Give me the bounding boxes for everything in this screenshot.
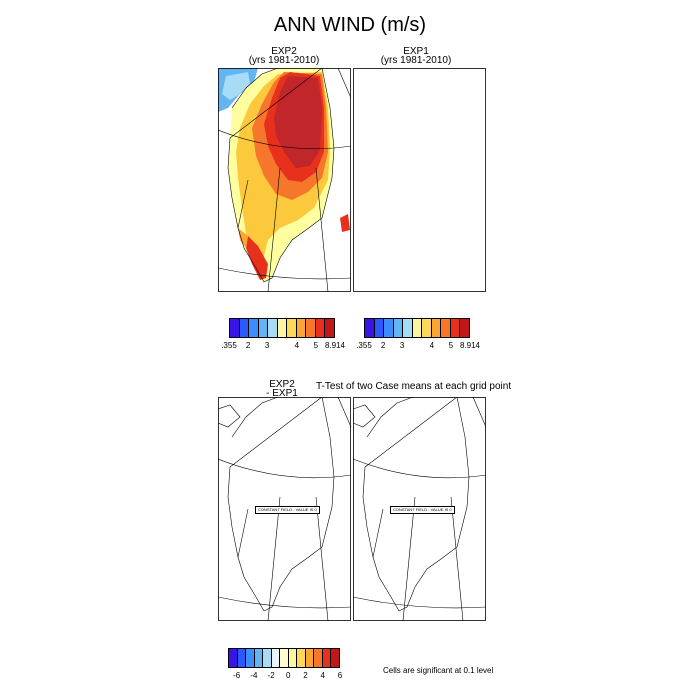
colorbar-swatch <box>365 319 375 337</box>
exp1-panel-title: EXP1 (yrs 1981-2010) <box>356 46 476 66</box>
colorbar-tick-label: .355 <box>221 341 237 350</box>
colorbar-tick-label: 5 <box>313 341 319 350</box>
colorbar-swatch <box>268 319 278 337</box>
colorbar-tick-label: 8.914 <box>459 341 481 350</box>
colorbar-tick-label: 4 <box>429 341 435 350</box>
colorbar-swatch <box>331 649 339 667</box>
colorbar-swatch <box>460 319 470 337</box>
colorbar-swatch <box>297 649 306 667</box>
diff-constant-field-label: CONSTANT FIELD - VALUE IS 0 <box>255 506 320 514</box>
exp2-map-frame <box>218 68 351 292</box>
colorbar-swatch <box>325 319 335 337</box>
top-maps <box>218 68 486 292</box>
colorbar-swatch <box>271 649 281 667</box>
colorbar-tick-label: 4 <box>320 671 325 680</box>
ttest-constant-field-label: CONSTANT FIELD - VALUE IS 0 <box>390 506 455 514</box>
exp1-title: EXP1 <box>403 46 429 57</box>
colorbar-swatch <box>412 319 423 337</box>
colorbar-tick-label: 2 <box>303 671 308 680</box>
colorbar-tick-label: -4 <box>250 671 258 680</box>
colorbar-swatch <box>450 319 461 337</box>
colorbar-swatch <box>239 319 250 337</box>
exp1-colorbar-labels: .355 2 3 4 5 8.914 <box>356 338 480 350</box>
colorbar-swatch <box>237 649 247 667</box>
diff-panel-title: EXP2 - EXP1 <box>222 379 342 399</box>
exp2-colorbar-swatches <box>229 318 335 338</box>
ttest-map <box>352 397 486 621</box>
colorbar-swatch <box>254 649 264 667</box>
colorbar-swatch <box>263 649 272 667</box>
diff-colorbar-swatches <box>228 648 340 668</box>
diff-title-line2: - EXP1 <box>266 388 298 399</box>
colorbar-tick-label: 3 <box>264 341 270 350</box>
exp2-colorbar: .355 2 3 4 5 8.914 <box>221 318 345 350</box>
colorbar-swatch <box>374 319 385 337</box>
exp2-subtitle: (yrs 1981-2010) <box>248 55 320 66</box>
colorbar-swatch <box>431 319 442 337</box>
colorbar-swatch <box>229 649 238 667</box>
colorbar-swatch <box>322 649 332 667</box>
colorbar-tick-label: 2 <box>380 341 386 350</box>
exp2-colorbar-labels: .355 2 3 4 5 8.914 <box>221 338 345 350</box>
colorbar-swatch <box>314 649 323 667</box>
colorbar-swatch <box>296 319 307 337</box>
exp1-wind-map <box>353 68 486 292</box>
colorbar-swatch <box>306 319 316 337</box>
colorbar-tick-label: 6 <box>337 671 343 680</box>
colorbar-swatch <box>287 319 297 337</box>
diff-colorbar: -6 -4 -2 0 2 4 6 <box>228 648 343 680</box>
exp1-colorbar-swatches <box>364 318 470 338</box>
colorbar-tick-label: .355 <box>356 341 372 350</box>
colorbar-swatch <box>403 319 413 337</box>
exp1-subtitle: (yrs 1981-2010) <box>380 55 452 66</box>
colorbar-swatch <box>315 319 326 337</box>
colorbar-swatch <box>288 649 298 667</box>
diff-colorbar-labels: -6 -4 -2 0 2 4 6 <box>228 668 343 680</box>
colorbar-tick-label: -2 <box>267 671 275 680</box>
colorbar-swatch <box>277 319 288 337</box>
colorbar-swatch <box>246 649 255 667</box>
diff-title-line1: EXP2 <box>269 379 295 390</box>
colorbar-swatch <box>441 319 451 337</box>
colorbar-tick-label: 2 <box>245 341 251 350</box>
colorbar-tick-label: 8.914 <box>324 341 346 350</box>
colorbar-swatch <box>384 319 394 337</box>
significance-note: Cells are significant at 0.1 level <box>383 666 494 675</box>
colorbar-swatch <box>280 649 289 667</box>
colorbar-swatch <box>422 319 432 337</box>
colorbar-tick-label: 4 <box>294 341 300 350</box>
exp2-panel-title: EXP2 (yrs 1981-2010) <box>224 46 344 66</box>
colorbar-tick-label: 0 <box>286 671 291 680</box>
exp1-map-frame <box>353 68 486 292</box>
figure-title: ANN WIND (m/s) <box>273 14 427 36</box>
colorbar-tick-label: 5 <box>448 341 454 350</box>
colorbar-swatch <box>249 319 259 337</box>
exp2-wind-map <box>218 68 351 292</box>
colorbar-swatch <box>393 319 404 337</box>
colorbar-tick-label: 3 <box>399 341 405 350</box>
colorbar-tick-label: -6 <box>233 671 241 680</box>
exp1-colorbar: .355 2 3 4 5 8.914 <box>356 318 480 350</box>
ttest-panel-title: T-Test of two Case means at each grid po… <box>316 381 512 392</box>
colorbar-swatch <box>258 319 269 337</box>
colorbar-swatch <box>230 319 240 337</box>
exp2-title: EXP2 <box>271 46 297 57</box>
colorbar-swatch <box>305 649 315 667</box>
